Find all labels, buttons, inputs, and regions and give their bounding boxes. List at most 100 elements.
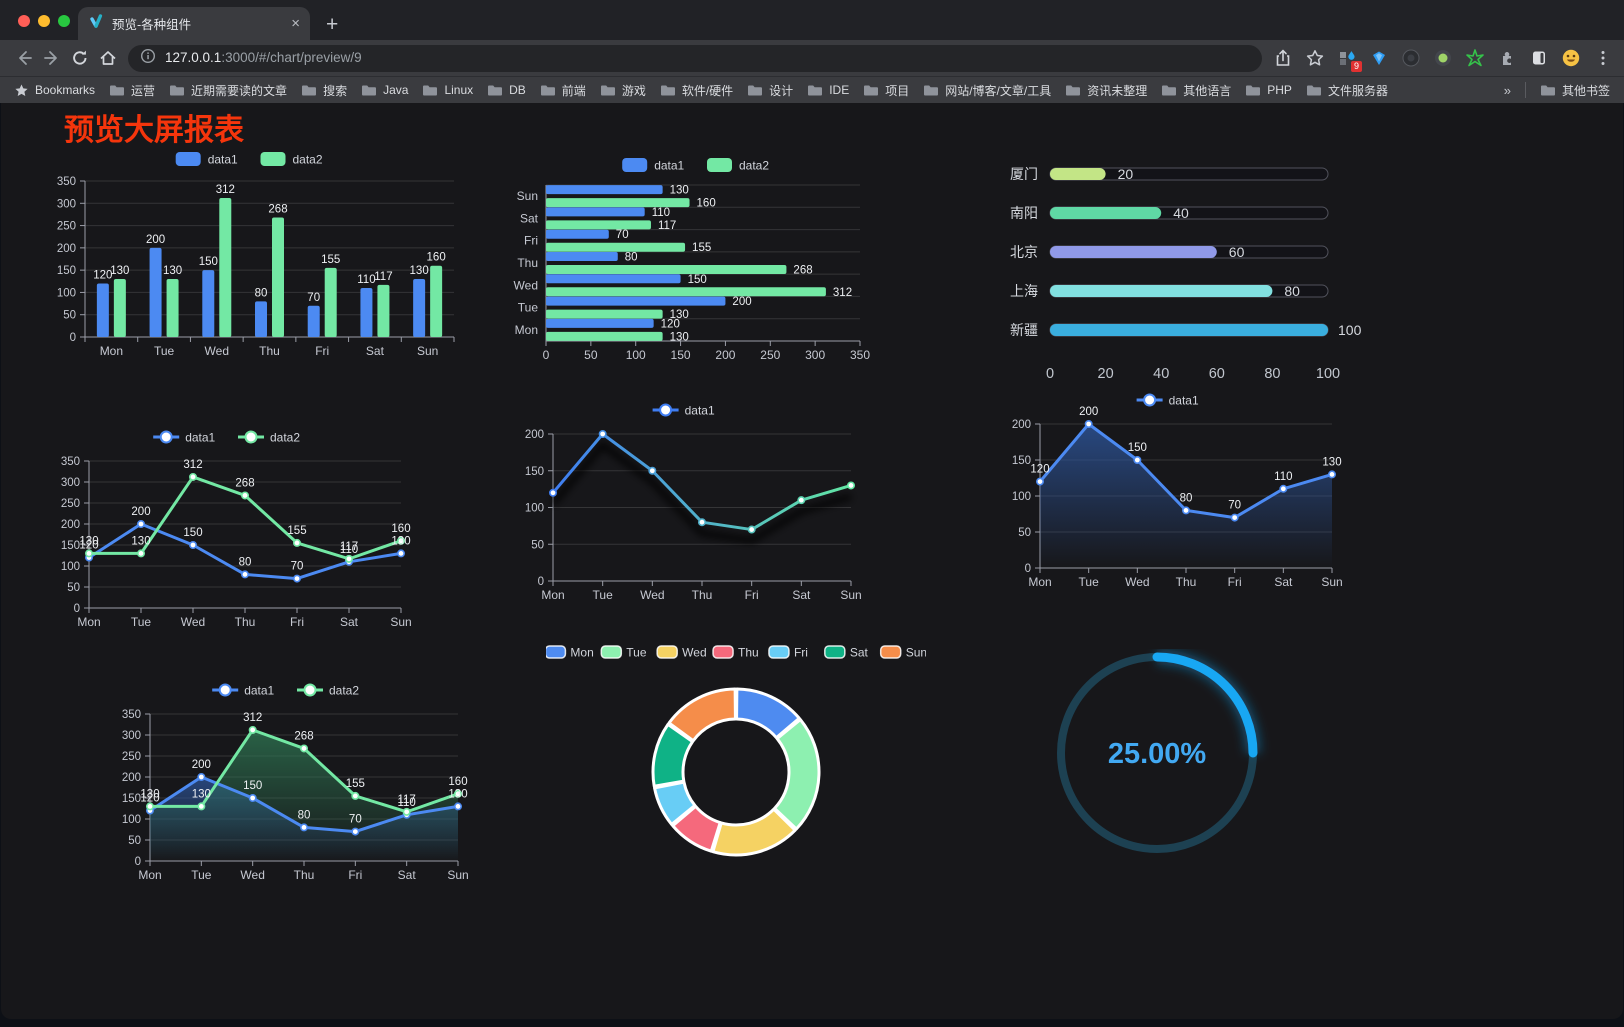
bookmark-label: 近期需要读的文章 bbox=[191, 83, 288, 98]
chart-gauge-progress[interactable]: 25.00% bbox=[1041, 649, 1276, 877]
svg-text:Thu: Thu bbox=[235, 615, 256, 629]
dark-circle-extension-icon[interactable] bbox=[1400, 47, 1422, 69]
bookmark-item[interactable]: Linux bbox=[422, 83, 473, 97]
bookmark-item[interactable]: Java bbox=[361, 83, 408, 97]
chart-single-area[interactable]: 0 50 100 150 200 Mon Tue Wed Thu Fri Sat Sun 120 200 1… bbox=[994, 386, 1346, 598]
svg-text:150: 150 bbox=[61, 540, 80, 552]
browser-tab[interactable]: 预览-各种组件 × bbox=[78, 7, 310, 40]
bookmark-item[interactable]: 其他语言 bbox=[1161, 82, 1231, 99]
svg-text:70: 70 bbox=[1228, 500, 1241, 512]
share-icon[interactable] bbox=[1272, 47, 1294, 69]
svg-text:110: 110 bbox=[652, 207, 670, 219]
browser-menu-icon[interactable] bbox=[1592, 47, 1614, 69]
bookmark-label: 运营 bbox=[131, 83, 156, 98]
svg-text:Tue: Tue bbox=[593, 588, 614, 602]
svg-text:新疆: 新疆 bbox=[1010, 322, 1038, 338]
svg-text:50: 50 bbox=[128, 835, 141, 847]
chart-two-series-line[interactable]: 0 50 100 150 200 250 300 350 Mon Tue Wed Thu Fri Sat S… bbox=[43, 423, 415, 638]
bookmark-star-icon[interactable] bbox=[1304, 47, 1326, 69]
svg-text:130: 130 bbox=[670, 185, 689, 197]
bookmark-item[interactable]: 运营 bbox=[109, 82, 155, 99]
green-dot-extension-icon[interactable] bbox=[1432, 47, 1454, 69]
bookmark-label: 其他语言 bbox=[1183, 83, 1232, 98]
window-minimize-button[interactable] bbox=[38, 15, 50, 27]
extension-grid-icon[interactable]: 9 bbox=[1336, 47, 1362, 72]
svg-text:200: 200 bbox=[192, 759, 211, 771]
extensions-puzzle-icon[interactable] bbox=[1496, 47, 1518, 69]
svg-text:200: 200 bbox=[1079, 406, 1098, 418]
tab-favicon-icon bbox=[88, 13, 104, 34]
chart-gradient-line[interactable]: 0 50 100 150 200 Mon Tue Wed Thu Fri Sat Sun data1 bbox=[507, 396, 865, 611]
chart-canvas[interactable]: Mon Tue Wed Thu Fri Sat Sun bbox=[544, 636, 927, 901]
bookmark-item[interactable]: IDE bbox=[807, 83, 849, 97]
svg-text:350: 350 bbox=[122, 709, 141, 721]
forward-button[interactable] bbox=[38, 44, 66, 72]
chart-horizontal-bar[interactable]: 0 50 100 150 200 250 300 350 Sun 130 160 Sat 110 117 F… bbox=[504, 151, 892, 369]
svg-text:155: 155 bbox=[346, 778, 365, 790]
other-bookmarks-folder[interactable]: 其他书签 bbox=[1540, 82, 1610, 99]
home-button[interactable] bbox=[94, 44, 122, 72]
side-panel-icon[interactable] bbox=[1528, 47, 1550, 69]
bookmark-item[interactable]: PHP bbox=[1245, 83, 1292, 97]
window-close-button[interactable] bbox=[18, 15, 30, 27]
bookmark-label: 游戏 bbox=[621, 83, 646, 98]
new-tab-button[interactable]: + bbox=[326, 13, 339, 36]
bookmark-item[interactable]: 软件/硬件 bbox=[660, 82, 733, 99]
svg-text:Fri: Fri bbox=[745, 588, 759, 602]
chart-canvas[interactable]: 0 50 100 150 200 250 300 350 Mon Tue Wed Thu Fri Sat S… bbox=[104, 676, 472, 891]
gem-extension-icon[interactable] bbox=[1368, 47, 1390, 69]
url-bar[interactable]: 127.0.0.1:3000/#/chart/preview/9 bbox=[128, 44, 1262, 72]
svg-text:data1: data1 bbox=[685, 403, 715, 417]
window-zoom-button[interactable] bbox=[58, 15, 70, 27]
svg-text:50: 50 bbox=[584, 348, 598, 362]
back-button[interactable] bbox=[10, 44, 38, 72]
reload-button[interactable] bbox=[66, 44, 94, 72]
svg-text:70: 70 bbox=[291, 561, 304, 573]
svg-text:120: 120 bbox=[661, 318, 680, 330]
bookmark-item[interactable]: 游戏 bbox=[600, 82, 646, 99]
bookmark-item[interactable]: DB bbox=[487, 83, 526, 97]
svg-text:150: 150 bbox=[1012, 455, 1031, 467]
chart-donut-pie[interactable]: Mon Tue Wed Thu Fri Sat Sun bbox=[544, 636, 927, 901]
chart-canvas[interactable]: 0 50 100 150 200 Mon Tue Wed Thu Fri Sat Sun 120 200 1… bbox=[994, 386, 1346, 598]
bookmark-item[interactable]: 搜索 bbox=[301, 82, 347, 99]
chart-progress-bars[interactable]: 厦门 20 南阳 40 北京 60 上海 80 新疆 100 0 20 40 60 80 100 bbox=[994, 155, 1362, 387]
svg-text:Mon: Mon bbox=[1028, 575, 1051, 589]
tab-close-icon[interactable]: × bbox=[291, 15, 300, 32]
green-star-extension-icon[interactable] bbox=[1464, 47, 1486, 69]
bookmark-item[interactable]: 文件服务器 bbox=[1306, 82, 1388, 99]
chart-canvas[interactable]: 25.00% bbox=[1041, 649, 1276, 877]
bookmark-label: Java bbox=[383, 83, 409, 97]
chart-two-series-area[interactable]: 0 50 100 150 200 250 300 350 Mon Tue Wed Thu Fri Sat S… bbox=[104, 676, 472, 891]
svg-text:Thu: Thu bbox=[259, 344, 280, 358]
bookmark-item[interactable]: 前端 bbox=[540, 82, 586, 99]
chart-canvas[interactable]: 0 50 100 150 200 250 300 350 Mon Tue Wed Thu Fri Sat S… bbox=[43, 423, 415, 638]
page-content: 预览大屏报表 0 50 100 150 200 250 300 350 Mon Tue Wed Thu… bbox=[1, 103, 1623, 1019]
svg-text:268: 268 bbox=[268, 204, 287, 216]
bookmark-label: 文件服务器 bbox=[1327, 83, 1388, 98]
bookmark-item[interactable]: 近期需要读的文章 bbox=[169, 82, 287, 99]
svg-text:50: 50 bbox=[63, 310, 76, 322]
bookmarks-bar: Bookmarks 运营 近期需要读的文章 搜索 Java Linux DB 前端 游戏 软件/… bbox=[0, 76, 1624, 103]
bookmarks-manager-button[interactable]: Bookmarks bbox=[14, 83, 95, 98]
chart-canvas[interactable]: 0 50 100 150 200 250 300 350 Mon Tue Wed Thu Fri Sat S… bbox=[39, 145, 464, 367]
svg-text:Mon: Mon bbox=[77, 615, 100, 629]
bookmark-item[interactable]: 项目 bbox=[863, 82, 909, 99]
bookmark-item[interactable]: 设计 bbox=[747, 82, 793, 99]
bookmarks-overflow-chevron[interactable]: » bbox=[1503, 82, 1511, 98]
svg-text:100: 100 bbox=[1338, 322, 1362, 338]
emoji-extension-icon[interactable] bbox=[1560, 47, 1582, 69]
svg-text:Tue: Tue bbox=[191, 868, 212, 882]
svg-text:312: 312 bbox=[833, 287, 852, 299]
site-info-icon[interactable] bbox=[140, 48, 156, 69]
svg-text:Thu: Thu bbox=[517, 256, 538, 270]
bookmark-item[interactable]: 资讯未整理 bbox=[1065, 82, 1147, 99]
bookmark-item[interactable]: 网站/博客/文章/工具 bbox=[923, 82, 1051, 99]
chart-canvas[interactable]: 厦门 20 南阳 40 北京 60 上海 80 新疆 100 0 20 40 60 80 100 bbox=[994, 155, 1362, 387]
chart-grouped-bar[interactable]: 0 50 100 150 200 250 300 350 Mon Tue Wed Thu Fri Sat S… bbox=[39, 145, 464, 367]
svg-text:Tue: Tue bbox=[131, 615, 152, 629]
svg-text:155: 155 bbox=[321, 254, 340, 266]
chart-canvas[interactable]: 0 50 100 150 200 Mon Tue Wed Thu Fri Sat Sun data1 bbox=[507, 396, 865, 611]
svg-text:130: 130 bbox=[192, 788, 211, 800]
